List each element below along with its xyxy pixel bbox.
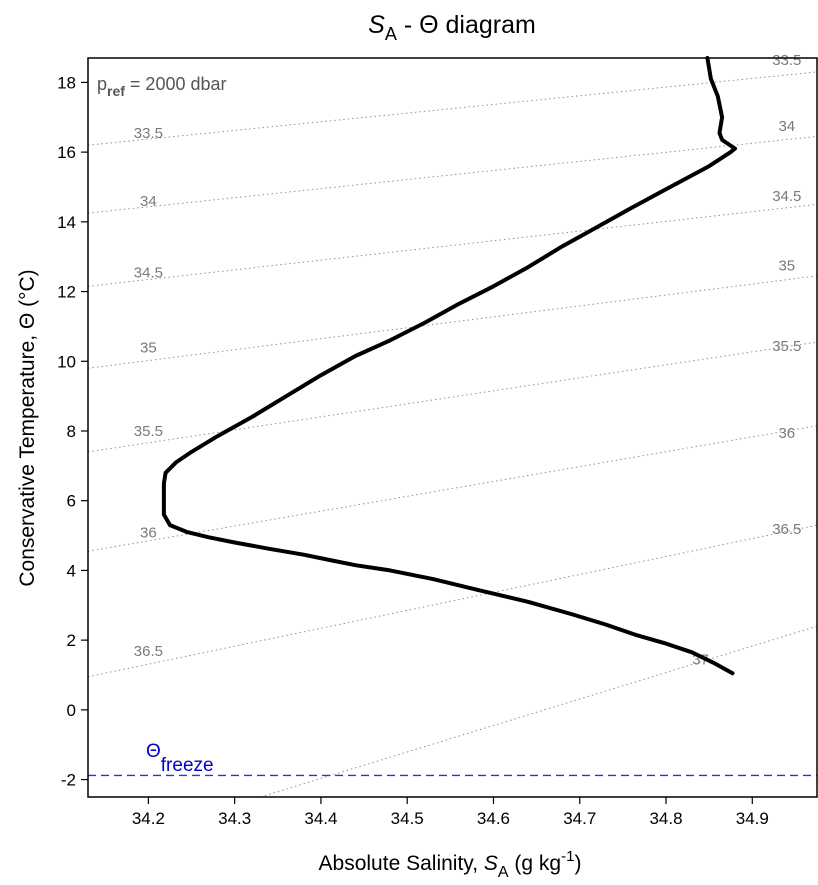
x-tick-label: 34.9	[736, 809, 769, 828]
reference-pressure-label: pref = 2000 dbar	[97, 74, 227, 99]
x-tick-label: 34.8	[649, 809, 682, 828]
isopycnal-line	[260, 625, 818, 797]
y-tick-label: 4	[67, 561, 76, 580]
y-axis-label: Conservative Temperature, Θ (°C)	[16, 269, 39, 586]
isopycnal-label: 36.5	[772, 521, 801, 538]
chart-title: SA - Θ diagram	[368, 11, 536, 44]
isopycnal-line	[88, 341, 818, 453]
y-tick-label: 14	[57, 213, 76, 232]
isopycnal-line	[88, 71, 818, 146]
isopycnal-label: 33.5	[772, 52, 801, 69]
y-tick-label: 18	[57, 73, 76, 92]
x-tick-label: 34.7	[563, 809, 596, 828]
isopycnal-label: 34	[778, 118, 795, 135]
y-tick-label: 10	[57, 352, 76, 371]
x-tick-label: 34.5	[391, 809, 424, 828]
plot-frame	[87, 57, 818, 798]
isopycnal-label: 35.5	[134, 423, 163, 440]
x-tick-label: 34.6	[477, 809, 510, 828]
x-tick-label: 34.3	[218, 809, 251, 828]
isopycnal-label: 33.5	[134, 125, 163, 142]
y-tick-label: 12	[57, 283, 76, 302]
isopycnal-label: 36	[778, 425, 795, 442]
isopycnal-label: 35.5	[772, 338, 801, 355]
x-tick-label: 34.2	[132, 809, 165, 828]
isopycnal-line	[88, 135, 818, 214]
isopycnal-label: 35	[778, 258, 795, 275]
isopycnal-line	[88, 425, 818, 552]
x-tick-label: 34.4	[304, 809, 337, 828]
y-axis-ticks: -2 0 2 4 6 8 10 12 14 16 18	[57, 73, 88, 790]
isopycnal-labels: 33.5 33.5 34 34 34.5 34.5 35 35 35.5 35.5 36 36 36.5…	[134, 52, 802, 669]
isopycnal-label: 36	[140, 524, 157, 541]
isopycnal-label: 36.5	[134, 643, 163, 660]
isopycnal-lines	[88, 71, 818, 797]
isopycnal-label: 34.5	[772, 188, 801, 205]
x-axis-label: Absolute Salinity, SA (g kg-1)	[319, 848, 582, 881]
y-tick-label: -2	[61, 771, 76, 790]
profile-line	[161, 56, 737, 676]
freeze-label: Θfreeze	[146, 741, 214, 776]
isopycnal-label: 34.5	[134, 265, 163, 282]
isopycnal-line	[88, 203, 818, 287]
y-tick-label: 2	[67, 631, 76, 650]
isopycnal-label: 34	[140, 193, 157, 210]
isopycnal-line	[88, 275, 818, 369]
y-tick-label: 16	[57, 143, 76, 162]
isopycnal-label: 35	[140, 340, 157, 357]
y-tick-label: 0	[67, 701, 76, 720]
y-tick-label: 8	[67, 422, 76, 441]
x-axis-ticks: 34.2 34.3 34.4 34.5 34.6 34.7 34.8 34.9	[132, 797, 769, 828]
y-tick-label: 6	[67, 492, 76, 511]
